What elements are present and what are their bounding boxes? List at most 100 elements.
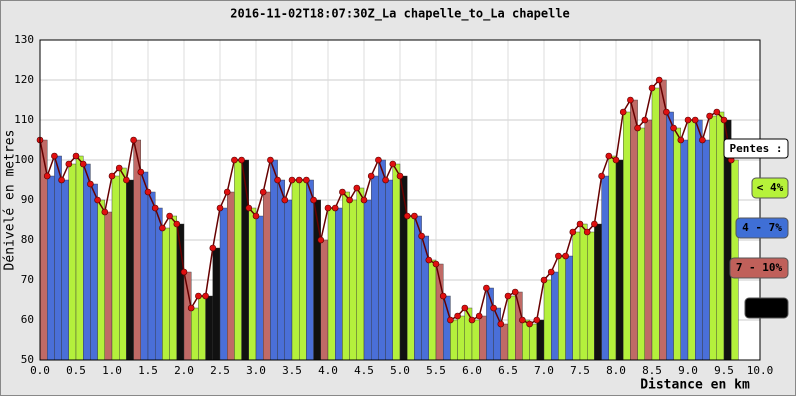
point (223, 188, 231, 196)
point (245, 204, 253, 212)
point (274, 176, 281, 184)
bar (270, 159, 278, 361)
bar (687, 119, 696, 361)
bar (543, 279, 552, 361)
bar (709, 115, 717, 361)
point (317, 236, 325, 244)
bar (565, 255, 573, 361)
point (483, 284, 490, 292)
bar (623, 111, 631, 361)
y-tick-label: 130 (14, 33, 34, 46)
bar (111, 175, 120, 361)
point (324, 204, 332, 212)
point (713, 108, 721, 116)
point (101, 208, 109, 216)
point (331, 204, 339, 212)
point (634, 124, 641, 132)
point (216, 204, 224, 212)
bar (457, 315, 466, 361)
point (79, 160, 87, 168)
point (663, 108, 670, 116)
bar (205, 295, 214, 361)
point (403, 212, 411, 220)
point (598, 172, 605, 180)
bar (702, 139, 710, 361)
point (187, 304, 195, 312)
bar (464, 307, 473, 361)
bar (255, 215, 264, 361)
point (144, 188, 152, 196)
point (691, 116, 699, 124)
point (569, 228, 577, 236)
x-tick-label: 0.0 (30, 364, 50, 377)
point (303, 176, 310, 184)
point (94, 196, 101, 204)
bar (507, 295, 516, 361)
chart-title: 2016-11-02T18:07:30Z_La chapelle_to_La c… (230, 7, 570, 22)
x-tick-label: 8.5 (642, 364, 662, 377)
point (418, 232, 425, 240)
bar (126, 179, 134, 361)
point (108, 172, 116, 180)
x-tick-label: 1.0 (102, 364, 122, 377)
x-tick-label: 1.5 (138, 364, 158, 377)
point (195, 292, 202, 300)
point (641, 116, 649, 124)
bar (392, 163, 401, 361)
point (367, 172, 375, 180)
bar (82, 163, 91, 361)
bar (450, 319, 458, 361)
bar (169, 215, 178, 361)
point (51, 152, 58, 160)
x-tick-label: 2.0 (174, 364, 194, 377)
bar (90, 183, 98, 361)
point (123, 176, 130, 184)
point (612, 156, 620, 164)
y-tick-label: 80 (21, 233, 34, 246)
bar (190, 307, 199, 361)
point (576, 220, 584, 228)
bar (594, 223, 602, 361)
bar (140, 171, 149, 361)
bar (363, 199, 372, 361)
bar (118, 167, 127, 361)
x-tick-label: 10.0 (747, 364, 774, 377)
bar (68, 163, 77, 361)
point (396, 172, 404, 180)
point (58, 176, 65, 184)
point (425, 256, 433, 264)
point (252, 212, 260, 220)
point (281, 196, 289, 204)
bar (579, 223, 588, 361)
point (511, 288, 519, 296)
bar (407, 215, 415, 361)
y-tick-label: 110 (14, 113, 34, 126)
x-tick-label: 2.5 (210, 364, 230, 377)
point (202, 292, 209, 300)
point (461, 304, 469, 312)
legend-label: > 10% (750, 301, 783, 314)
bar (630, 99, 638, 361)
point (526, 320, 533, 328)
point (288, 176, 296, 184)
bar (680, 139, 689, 361)
bar (47, 175, 55, 361)
point (87, 180, 94, 188)
point (231, 156, 238, 164)
bar (666, 111, 674, 361)
bar (695, 119, 703, 361)
bar (572, 231, 581, 361)
bar (515, 291, 523, 361)
bar (428, 259, 437, 361)
bar (198, 295, 206, 361)
x-tick-label: 9.0 (678, 364, 698, 377)
bar (716, 111, 725, 361)
point (173, 220, 181, 228)
bar (162, 227, 170, 361)
y-tick-label: 60 (21, 313, 34, 326)
point (439, 292, 447, 300)
bar (104, 211, 113, 361)
x-tick-label: 9.5 (714, 364, 734, 377)
point (115, 164, 123, 172)
point (432, 260, 440, 268)
